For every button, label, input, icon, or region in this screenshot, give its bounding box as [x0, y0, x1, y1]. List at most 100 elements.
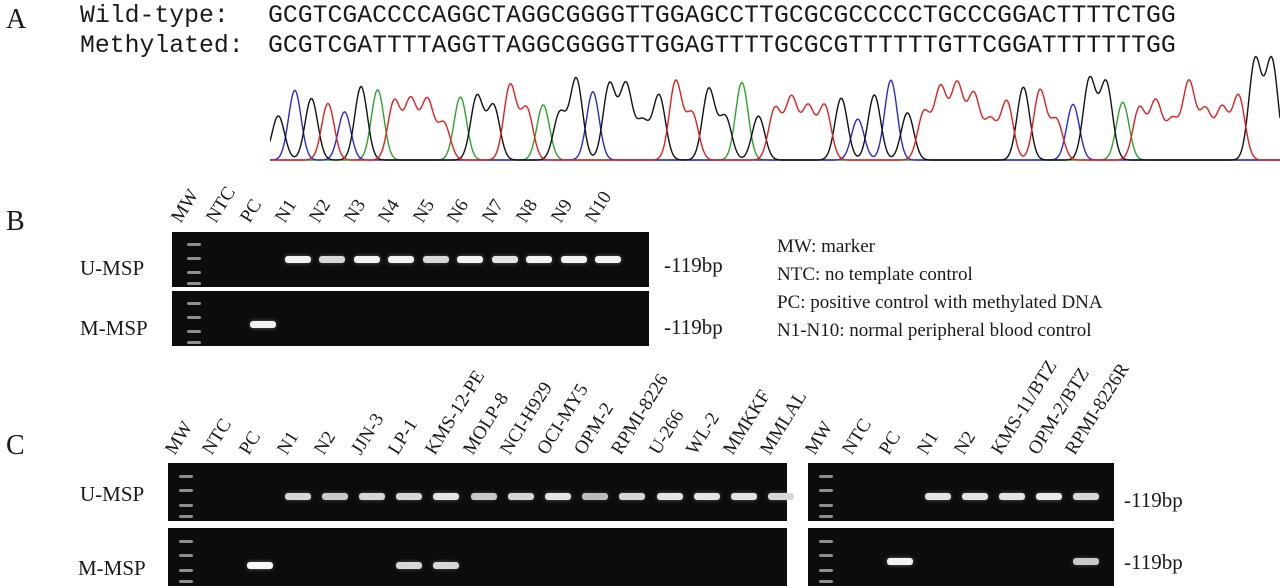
panel-b-m-msp-gel	[172, 291, 649, 346]
panel-b-size-u: -119bp	[664, 253, 723, 277]
panel-b-u-marker-band	[187, 281, 201, 285]
panel-c-right-m-marker-band	[819, 568, 833, 572]
panel-c-right-m-marker-band	[819, 554, 833, 558]
panel-c-right-u-marker-band	[819, 515, 833, 519]
panel-c-right-lane-label: MW	[801, 417, 838, 459]
panel-b-u-marker-band	[187, 270, 201, 274]
panel-b-u-marker-band	[187, 256, 201, 260]
panel-c-left-m-marker-band	[179, 580, 193, 584]
panel-c-right-lane-label: PC	[875, 427, 906, 459]
panel-b-lane-label: N6	[443, 195, 474, 227]
panel-b-lane-label: N3	[339, 195, 370, 227]
legend-pc: PC: positive control with methylated DNA	[777, 292, 1103, 313]
panel-c-left-u-band	[768, 493, 795, 500]
panel-c-left-u-band	[470, 493, 497, 500]
legend-ntc: NTC: no template control	[777, 264, 973, 285]
panel-b-lane-label: N5	[408, 195, 439, 227]
panel-b-legend: MW: marker NTC: no template control PC: …	[777, 233, 1103, 345]
panel-c-right-m-band	[1073, 558, 1100, 565]
panel-c-size-u: -119bp	[1124, 488, 1183, 512]
panel-c-left-lane-label: N1	[272, 427, 303, 459]
panel-c-right-u-band	[1073, 493, 1100, 500]
panel-c-left-lane-label: JJN-3	[347, 409, 389, 459]
panel-b-u-band	[388, 256, 414, 263]
panel-c-left-lane-label: NTC	[198, 415, 237, 459]
panel-c-left-u-marker-band	[179, 503, 193, 507]
panel-c-right-lane-label: N2	[949, 427, 980, 459]
panel-c-right-lane-label: N1	[912, 427, 943, 459]
panel-b-u-band	[491, 256, 518, 263]
panel-c-left-u-band	[731, 493, 757, 500]
panel-c-left-u-band	[619, 493, 646, 500]
panel-b-lane-label: N2	[305, 195, 336, 227]
panel-b-label: B	[6, 206, 25, 237]
panel-c-left-u-band	[359, 493, 385, 500]
panel-c-right-u-marker-band	[819, 474, 833, 478]
panel-b-u-band	[284, 256, 311, 263]
panel-c-left-lane-label: MW	[161, 417, 198, 459]
panel-c-right-m-marker-band	[819, 580, 833, 584]
panel-b-lane-label: N7	[477, 195, 508, 227]
panel-c-size-m: -119bp	[1124, 550, 1183, 574]
panel-c-left-m-marker-band	[179, 568, 193, 572]
panel-c-right-u-marker-band	[819, 489, 833, 493]
panel-b-u-band	[422, 256, 449, 263]
panel-b-u-band	[560, 256, 587, 263]
panel-c-left-u-msp-gel	[168, 463, 795, 521]
panel-c-left-lane-label: N2	[309, 427, 340, 459]
panel-b-u-band	[319, 256, 345, 263]
panel-c-label: C	[6, 430, 25, 461]
panel-b-m-marker-band	[187, 302, 201, 305]
panel-c-right-lane-label: NTC	[838, 415, 877, 459]
panel-b-m-marker-band	[187, 340, 201, 344]
panel-c-right-u-band	[924, 493, 951, 500]
panel-b-size-m: -119bp	[664, 315, 723, 339]
panel-c-left-m-msp-gel	[168, 528, 787, 586]
panel-c-left-u-band	[433, 493, 460, 500]
panel-c-right-m-msp-gel	[808, 528, 1114, 586]
panel-c-left-m-band	[396, 562, 423, 569]
panel-b-lane-label: NTC	[201, 183, 240, 227]
panel-c-left-m-marker-band	[179, 554, 193, 558]
wild-type-label: Wild-type:	[80, 2, 229, 30]
panel-c-left-u-band	[284, 493, 311, 500]
panel-b-lane-label: N4	[374, 195, 405, 227]
panel-b-m-band	[250, 321, 276, 328]
panel-c-left-u-band	[656, 493, 683, 500]
trace-t	[270, 78, 1280, 161]
panel-c-left-m-marker-band	[179, 539, 193, 543]
legend-n1-n10: N1-N10: normal peripheral blood control	[777, 320, 1092, 341]
panel-b-u-band	[457, 256, 483, 263]
methylated-sequence: GCGTCGATTTTAGGTTAGGCGGGGTTGGAGTTTTGCGCGT…	[268, 32, 1176, 60]
panel-c-right-m-marker-band	[819, 539, 833, 543]
wild-type-sequence: GCGTCGACCCCAGGCTAGGCGGGGTTGGAGCCTTGCGCGC…	[268, 2, 1176, 30]
panel-b-lane-label: N1	[270, 195, 301, 227]
panel-b-u-msp-gel	[172, 232, 649, 287]
panel-b-lane-label: PC	[236, 195, 267, 227]
panel-c-left-u-marker-band	[179, 515, 193, 519]
panel-c-right-m-band	[887, 558, 914, 565]
panel-b-m-marker-band	[187, 329, 201, 333]
panel-c-left-lane-label: LP-1	[384, 415, 423, 459]
panel-c-row-u-label: U-MSP	[80, 482, 145, 506]
panel-c-right-u-band	[1036, 493, 1063, 500]
panel-c-row-m-label: M-MSP	[78, 556, 146, 580]
panel-b-u-band	[353, 256, 380, 263]
panel-c-right-u-band	[961, 493, 988, 500]
panel-c-right-u-marker-band	[819, 503, 833, 507]
panel-c-left-u-band	[693, 493, 720, 500]
panel-c-left-u-marker-band	[179, 474, 193, 478]
panel-b-lane-label: MW	[167, 185, 204, 227]
panel-b-m-marker-band	[187, 315, 201, 319]
panel-c-left-u-band	[321, 493, 348, 500]
panel-b-row-m-label: M-MSP	[80, 316, 148, 340]
panel-c-left-u-band	[582, 493, 609, 500]
panel-b-lane-label: N8	[512, 195, 543, 227]
sequencing-chromatogram	[270, 55, 1280, 161]
panel-c-left-u-marker-band	[179, 489, 193, 493]
panel-c-right-u-band	[999, 493, 1025, 500]
panel-c-left-m-band	[433, 562, 460, 569]
panel-a-label: A	[6, 4, 27, 35]
legend-mw: MW: marker	[777, 236, 875, 257]
panel-b-u-band	[595, 256, 621, 263]
